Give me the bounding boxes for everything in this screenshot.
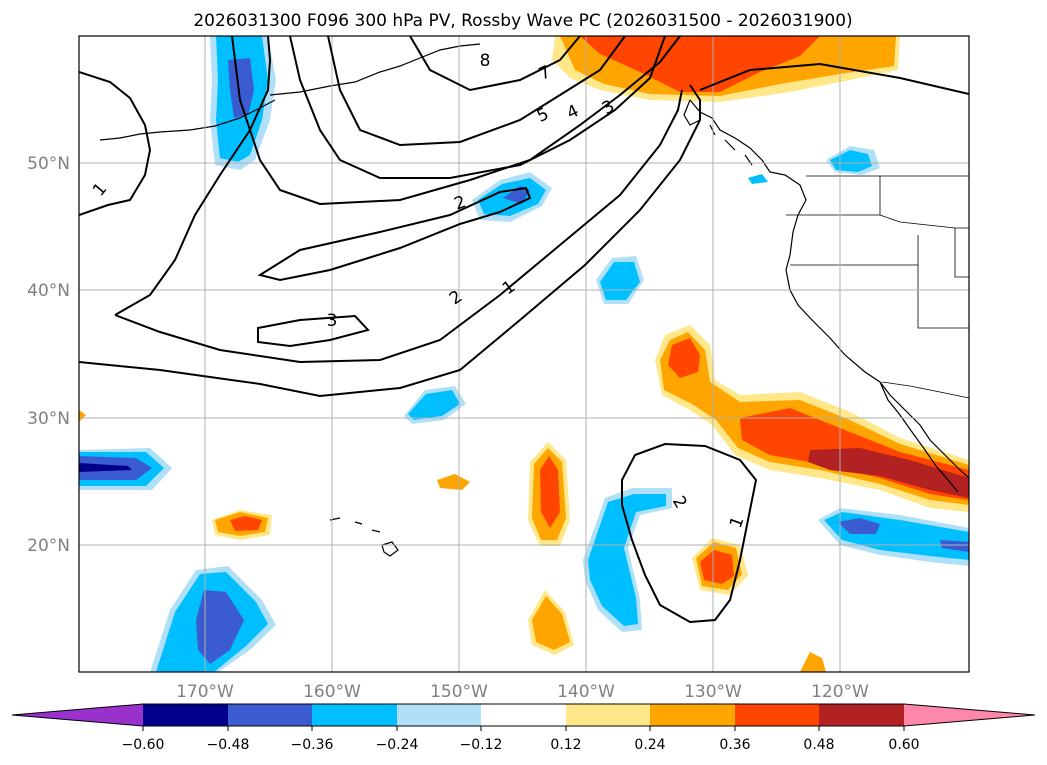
- colorbar-under-extension: [12, 704, 143, 726]
- lon-label-140w: 140°W: [557, 682, 615, 702]
- lat-label-30n: 30°N: [27, 409, 70, 429]
- colorbar-ticks: [142, 726, 905, 731]
- colorbar-tick-label: 0.60: [888, 737, 919, 753]
- contour-label: 8: [480, 51, 491, 71]
- colorbar-tick-label: 0.12: [550, 737, 581, 753]
- lon-label-150w: 150°W: [430, 682, 488, 702]
- colorbar-swatch: [312, 704, 397, 726]
- pv-contour-8: [409, 36, 581, 92]
- map-title: 2026031300 F096 300 hPa PV, Rossby Wave …: [193, 11, 852, 31]
- colorbar-tick-label: −0.48: [207, 737, 250, 753]
- baja-peninsula: [879, 381, 959, 493]
- longitude-labels: 170°W 160°W 150°W 140°W 130°W 120°W: [176, 682, 869, 702]
- pv-contour-2-main: [114, 36, 272, 316]
- colorbar-tick-label: −0.36: [291, 737, 334, 753]
- colorbar-tick-label: 0.48: [803, 737, 834, 753]
- pv-contour-7: [327, 36, 626, 147]
- lon-label-120w: 120°W: [811, 682, 869, 702]
- pv-contours: [79, 36, 969, 624]
- lon-label-170w: 170°W: [176, 682, 234, 702]
- state-borders: [786, 176, 969, 329]
- north-american-coastline: [689, 99, 969, 479]
- latitude-labels: 50°N 40°N 30°N 20°N: [27, 154, 70, 556]
- colorbar-swatch: [481, 704, 566, 726]
- lon-label-160w: 160°W: [303, 682, 361, 702]
- negative-anomaly-subtropical: [79, 448, 969, 672]
- lat-label-40n: 40°N: [27, 281, 70, 301]
- colorbar-swatch: [819, 704, 904, 726]
- contour-label: 3: [327, 311, 338, 331]
- colorbar: −0.60 −0.48 −0.36 −0.24 −0.12 0.12 0.24 …: [11, 703, 1036, 753]
- pv-contour-4: [231, 36, 681, 206]
- pv-contour-subtropical-1: [621, 442, 758, 624]
- colorbar-swatch: [735, 704, 819, 726]
- alaska-coast: [269, 43, 481, 96]
- aleutian-islands: [99, 99, 276, 141]
- pv-contour-2-inner: [114, 89, 683, 364]
- hawaii: [329, 517, 399, 557]
- pv-contour-1-main: [79, 84, 701, 398]
- lat-label-50n: 50°N: [27, 154, 70, 174]
- pv-contour-3: [257, 314, 370, 348]
- positive-anomaly-northeast: [552, 36, 900, 102]
- colorbar-over-extension: [904, 704, 1035, 726]
- colorbar-swatch: [228, 704, 312, 726]
- pv-contour-1-west: [79, 71, 152, 216]
- colorbar-tick-label: −0.60: [122, 737, 165, 753]
- pv-contour-2-loop: [257, 186, 532, 282]
- colorbar-swatch: [397, 704, 481, 726]
- colorbar-tick-label: −0.24: [376, 737, 419, 753]
- positive-anomaly-small-cells: [79, 410, 826, 672]
- colorbar-swatch: [650, 704, 735, 726]
- pv-contour-5: [289, 36, 666, 179]
- map-panel: 1 2 2 3 5 4 3 7 8 2 1 1 2: [78, 35, 970, 673]
- colorbar-swatch: [143, 704, 228, 726]
- negative-anomaly-central-pacific: [404, 146, 880, 424]
- pv-contour-right-edge: [699, 62, 969, 95]
- coastlines: [99, 43, 969, 557]
- political-borders: [786, 175, 969, 399]
- map-frame: [78, 35, 970, 673]
- colorbar-swatch: [566, 704, 650, 726]
- us-mexico-border: [881, 381, 969, 399]
- lon-label-130w: 130°W: [684, 682, 742, 702]
- colorbar-tick-label: 0.36: [719, 737, 750, 753]
- lat-label-20n: 20°N: [27, 536, 70, 556]
- shaded-anomalies: [79, 36, 969, 672]
- negative-anomaly-northwest: [210, 36, 276, 170]
- colorbar-tick-label: −0.12: [460, 737, 503, 753]
- colorbar-tick-label: 0.24: [634, 737, 665, 753]
